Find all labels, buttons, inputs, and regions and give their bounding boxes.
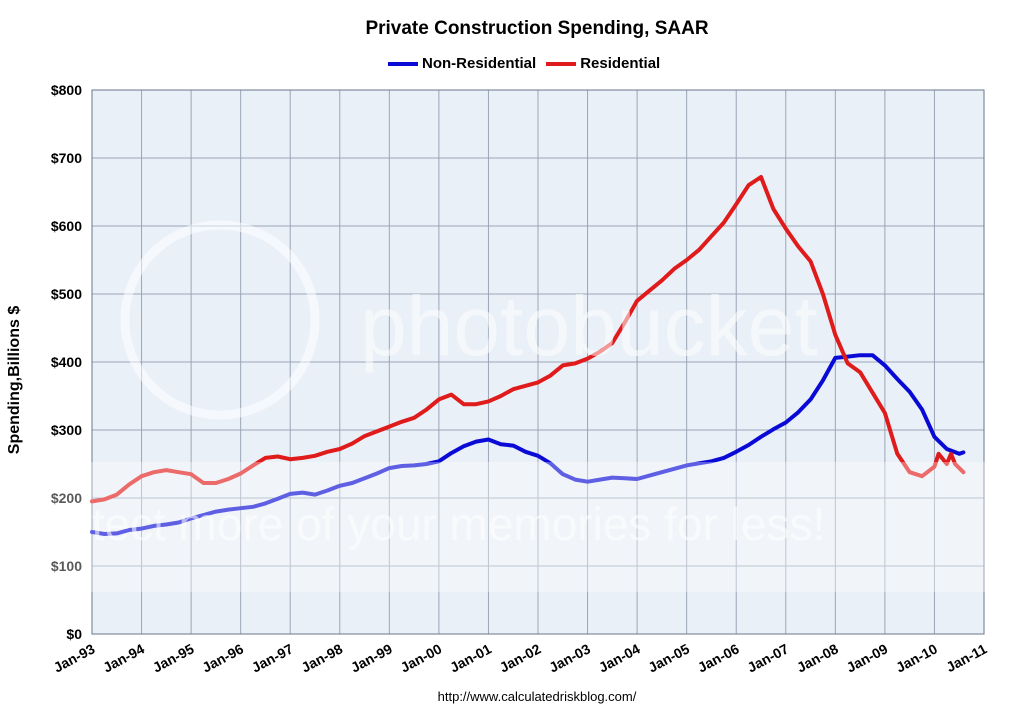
x-tick-label: Jan-06 [695, 640, 742, 675]
y-tick-label: $200 [51, 490, 82, 506]
x-tick-label: Jan-08 [794, 640, 841, 675]
y-tick-label: $800 [51, 82, 82, 98]
chart-title: Private Construction Spending, SAAR [365, 18, 709, 39]
source-url: http://www.calculatedriskblog.com/ [437, 689, 637, 704]
x-tick-label: Jan-99 [348, 640, 395, 675]
y-tick-label: $500 [51, 286, 82, 302]
x-tick-label: Jan-02 [497, 640, 544, 675]
x-tick-label: Jan-98 [299, 640, 346, 675]
watermark-band [0, 462, 1024, 592]
y-tick-label: $600 [51, 218, 82, 234]
x-tick-label: Jan-09 [844, 640, 891, 675]
x-tick-label: Jan-04 [596, 640, 643, 675]
chart-legend: Non-Residential Residential [388, 55, 670, 72]
x-tick-label: Jan-01 [447, 640, 494, 675]
y-tick-label: $700 [51, 150, 82, 166]
y-tick-label: $400 [51, 354, 82, 370]
legend-label-residential: Residential [580, 55, 661, 72]
plot-border [91, 89, 985, 635]
series-line-non-residential [90, 353, 966, 536]
legend-swatch-non-residential [388, 61, 418, 66]
legend-label-non-residential: Non-Residential [422, 55, 537, 72]
legend-item-residential: Residential [546, 55, 660, 72]
y-tick-label: $0 [66, 626, 82, 642]
y-tick-label: $100 [51, 558, 82, 574]
x-tick-label: Jan-97 [249, 640, 296, 675]
legend-swatch-residential [546, 61, 577, 66]
x-tick-label: Jan-00 [398, 640, 445, 675]
x-tick-label: Jan-95 [150, 640, 197, 675]
x-tick-label: Jan-07 [745, 640, 792, 675]
watermark-tagline: Protect more of your memories for less! [20, 498, 825, 550]
watermark-ring-icon [120, 220, 320, 420]
series-line-residential [90, 175, 966, 504]
x-tick-label: Jan-10 [893, 640, 940, 675]
x-tick-label: Jan-93 [51, 640, 98, 675]
x-tick-label: Jan-96 [199, 640, 246, 675]
x-tick-label: Jan-05 [645, 640, 692, 675]
x-tick-label: Jan-94 [100, 640, 147, 675]
watermark-brand: photobucket [360, 279, 818, 373]
x-tick-label: Jan-03 [546, 640, 593, 675]
legend-item-non-residential: Non-Residential [388, 55, 536, 72]
x-tick-label: Jan-11 [943, 640, 989, 675]
y-tick-label: $300 [51, 422, 82, 438]
